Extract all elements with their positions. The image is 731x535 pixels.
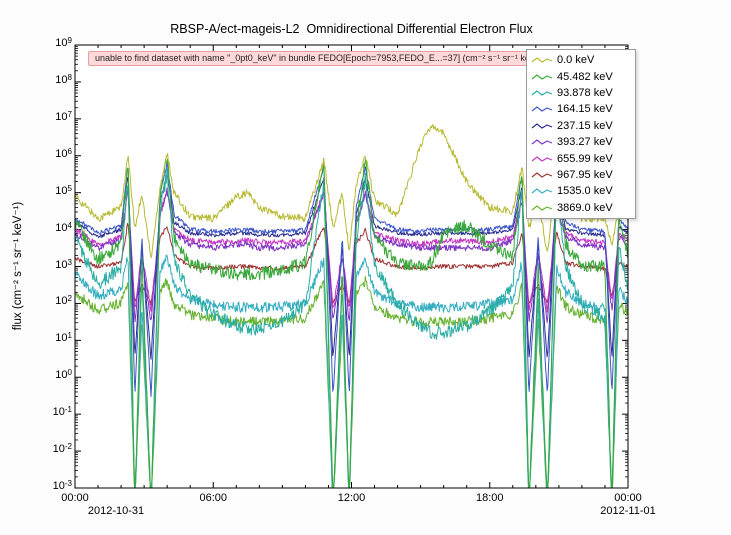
legend-label: 93.878 keV [557,86,613,99]
y-tick-label: 109 [55,36,72,49]
x-tick-label: 00:00 [614,492,642,504]
legend-label: 237.15 keV [557,119,613,132]
legend-line-swatch [531,90,553,96]
legend-line-swatch [531,172,553,178]
x-tick-label: 12:00 [337,492,366,504]
plot-title: RBSP-A/ect-mageis-L2 Omnidirectional Dif… [170,22,533,36]
plot-frame [74,44,629,489]
legend-item[interactable]: 655.99 keV [531,150,631,166]
legend-item[interactable]: 967.95 keV [531,167,631,183]
legend-item[interactable]: 3869.0 keV [531,200,631,216]
y-tick-label: 103 [55,257,72,271]
legend-item[interactable]: 45.482 keV [531,68,631,84]
legend-label: 655.99 keV [557,152,613,165]
legend-label: 967.95 keV [557,168,613,181]
legend-item[interactable]: 393.27 keV [531,134,631,150]
legend-line-swatch [531,73,553,80]
x-axis-date-right: 2012-11-01 [600,505,656,517]
legend-item[interactable]: 237.15 keV [531,118,631,134]
legend-item[interactable]: 164.15 keV [531,101,631,117]
legend-line-swatch [531,188,553,195]
y-tick-label: 106 [55,146,72,160]
y-tick-label: 107 [55,110,72,123]
legend-label: 1535.0 keV [557,185,613,198]
y-axis-label: flux (cm⁻² s⁻¹ sr⁻¹ keV⁻¹) [12,201,24,331]
x-tick-label: 00:00 [61,492,89,504]
warning-text: unable to find dataset with name "_0pt0_… [95,53,540,63]
y-tick-label: 104 [55,220,72,234]
legend-item[interactable]: 93.878 keV [531,85,631,101]
y-tick-label: 108 [55,73,72,86]
legend-line-swatch [531,155,553,162]
legend-item[interactable]: 1535.0 keV [531,183,631,199]
y-tick-label: 10-1 [52,405,72,419]
legend-label: 3869.0 keV [557,201,613,214]
legend-label: 164.15 keV [557,103,613,116]
legend-label: 45.482 keV [557,70,613,83]
y-axis-tick-labels: 109 108 107 106 105 104 103 102 101 100 10-1 10-2 10… [28,0,72,535]
legend-line-swatch [531,57,553,63]
legend-item[interactable]: 0.0 keV [531,52,631,68]
series-line-45.482-keV [74,158,629,489]
legend-label: 393.27 keV [557,136,613,149]
legend-line-swatch [531,106,553,113]
warning-banner[interactable]: unable to find dataset with name "_0pt0_… [88,51,540,66]
y-tick-label: 105 [55,183,72,197]
x-axis-date-left: 2012-10-31 [87,505,145,517]
x-tick-label: 06:00 [199,492,228,504]
legend-line-swatch [531,204,553,211]
x-axis-tick-labels: 00:00 06:00 12:00 18:00 00:00 [0,492,731,506]
legend-line-swatch [531,122,553,129]
y-tick-label: 10-3 [52,479,72,492]
legend[interactable]: 0.0 keV 45.482 keV 93.878 keV 164.15 keV 237… [526,49,636,219]
y-tick-label: 100 [55,368,72,382]
legend-line-swatch [531,139,553,145]
y-tick-label: 10-2 [52,442,72,456]
y-tick-label: 101 [55,331,72,345]
y-tick-label: 102 [55,294,72,308]
legend-label: 0.0 keV [557,54,595,67]
x-tick-label: 18:00 [475,492,504,504]
